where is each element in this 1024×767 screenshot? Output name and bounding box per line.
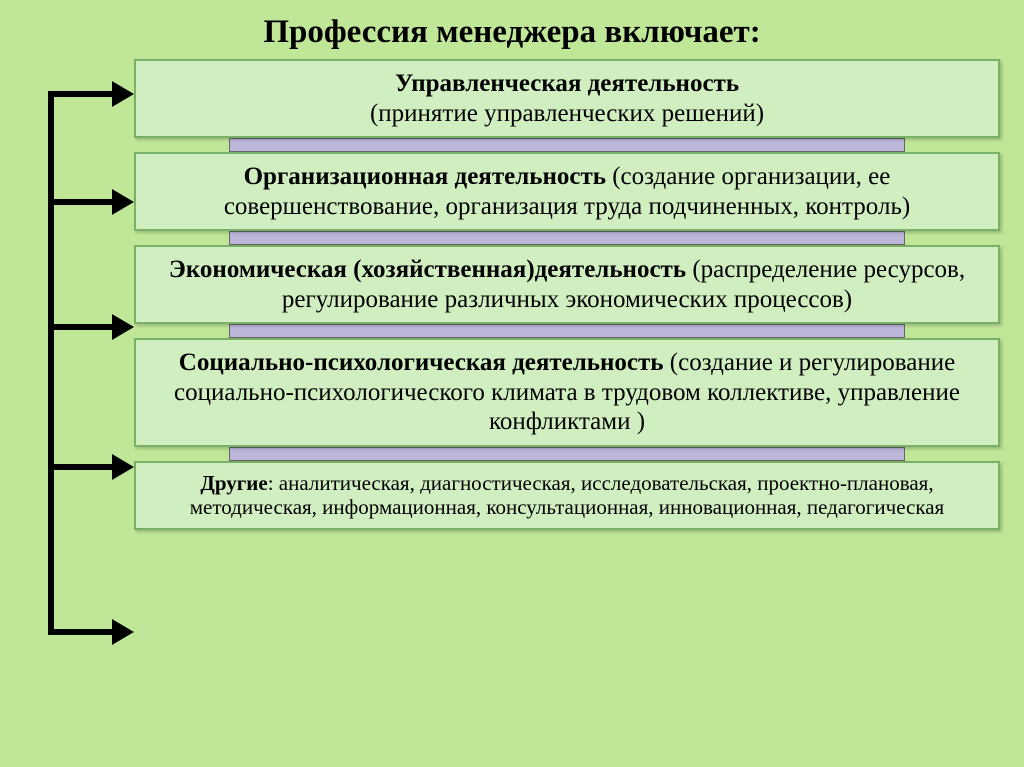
arrow-icon	[48, 199, 116, 205]
activity-box: Социально-психологическая деятельность (…	[134, 338, 1000, 447]
activity-box: Экономическая (хозяйственная)деятельност…	[134, 245, 1000, 324]
content-area: Управленческая деятельность(принятие упр…	[24, 59, 1000, 749]
slide: Профессия менеджера включает: Управленче…	[0, 0, 1024, 767]
box-line: (принятие управленческих решений)	[158, 99, 976, 129]
box-line: Управленческая деятельность	[158, 69, 976, 99]
box-connector	[134, 138, 1000, 152]
box-line: Социально-психологическая деятельность (…	[158, 348, 976, 437]
box-connector	[134, 447, 1000, 461]
activity-box: Организационная деятельность (создание о…	[134, 152, 1000, 231]
box-connector	[134, 231, 1000, 245]
box-line: Организационная деятельность (создание о…	[158, 162, 976, 221]
box-line: Экономическая (хозяйственная)деятельност…	[158, 255, 976, 314]
arrow-icon	[48, 464, 116, 470]
box-connector	[134, 324, 1000, 338]
boxes-column: Управленческая деятельность(принятие упр…	[134, 59, 1000, 749]
activity-box: Управленческая деятельность(принятие упр…	[134, 59, 1000, 138]
arrow-icon	[48, 629, 116, 635]
arrow-icon	[48, 324, 116, 330]
box-line: Другие: аналитическая, диагностическая, …	[158, 471, 976, 521]
connector-column	[24, 59, 134, 749]
arrow-icon	[48, 91, 116, 97]
activity-box: Другие: аналитическая, диагностическая, …	[134, 461, 1000, 531]
page-title: Профессия менеджера включает:	[24, 14, 1000, 51]
vertical-line	[48, 91, 54, 635]
